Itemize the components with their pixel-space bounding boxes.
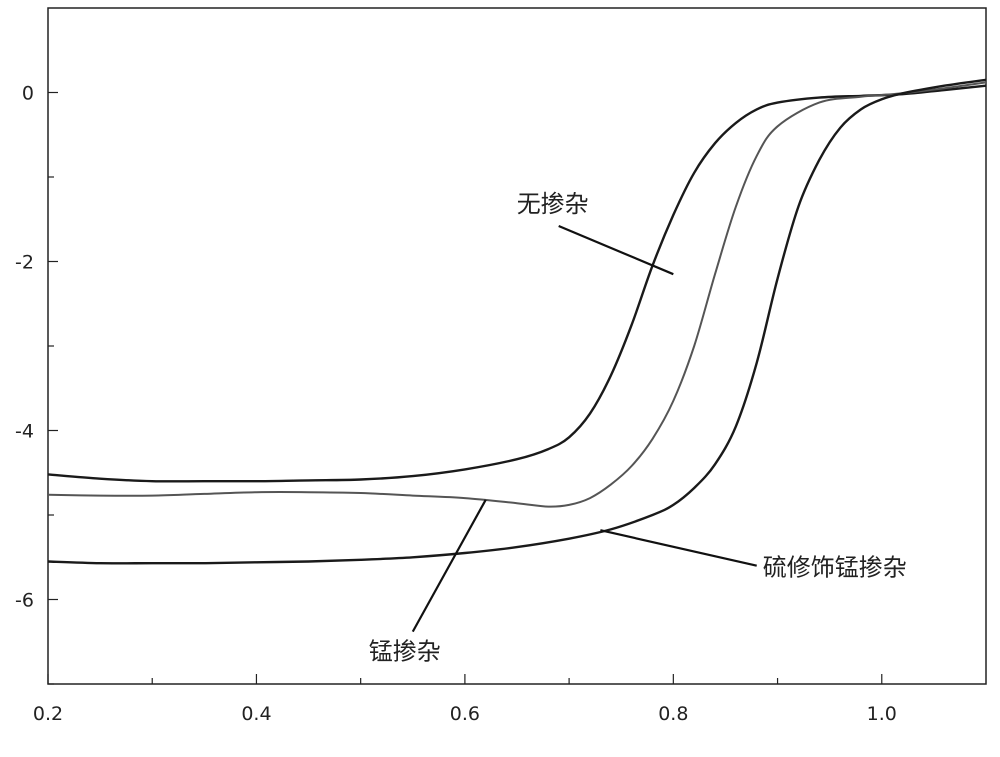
annotation-label: 硫修饰锰掺杂	[763, 554, 907, 582]
annotation-leader	[600, 529, 757, 567]
x-tick-label: 0.4	[241, 703, 271, 725]
series-lines	[47, 78, 987, 565]
series-line-3	[47, 78, 987, 565]
y-tick-label: -2	[15, 252, 34, 274]
x-tick-label: 1.0	[867, 703, 897, 725]
axis-ticks: 0.2 0.4 0.6 0.8 1.0 0 -2 -4 -6	[15, 83, 897, 726]
x-tick-label: 0.2	[33, 703, 63, 725]
annotation-leader	[411, 499, 487, 633]
y-tick-label: -4	[15, 421, 34, 443]
x-tick-label: 0.6	[450, 703, 480, 725]
annotation-label: 无掺杂	[517, 190, 589, 218]
x-tick-label: 0.8	[658, 703, 688, 725]
annotation-leader	[558, 224, 674, 276]
series-line-2	[47, 81, 987, 508]
y-tick-label: -6	[15, 590, 34, 612]
plot-frame	[47, 7, 987, 685]
y-tick-label: 0	[22, 83, 34, 105]
series-line-1	[47, 84, 987, 483]
annotation-label: 锰掺杂	[369, 638, 441, 666]
